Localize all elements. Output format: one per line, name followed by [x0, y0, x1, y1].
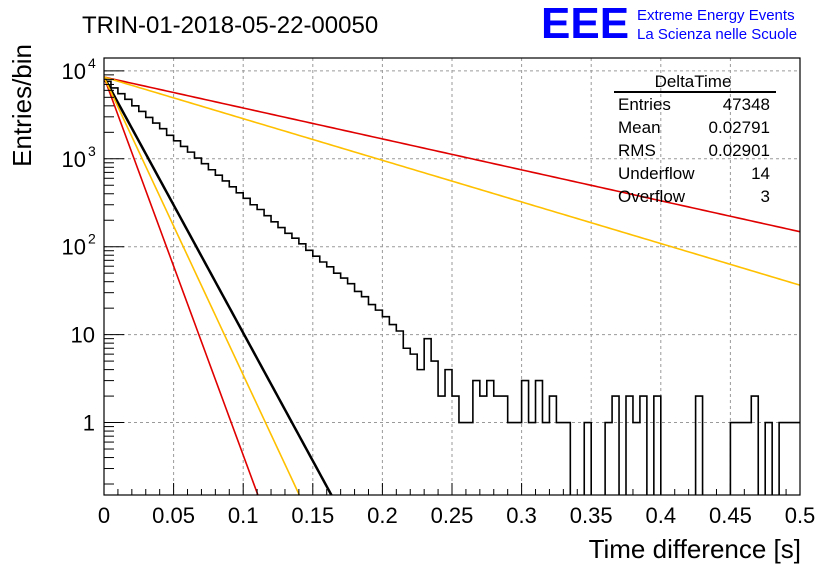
x-tick-label: 0.1: [228, 503, 259, 528]
fit-curve-1: [104, 76, 333, 495]
stats-box: DeltaTime Entries 47348 Mean 0.02791 RMS 0.02…: [614, 72, 776, 206]
x-tick-label: 0.2: [367, 503, 398, 528]
stats-box-title: DeltaTime: [655, 72, 732, 91]
y-tick-exponent: 2: [88, 231, 96, 247]
y-tick-label: 10: [62, 59, 86, 84]
x-tick-label: 0: [98, 503, 110, 528]
x-tick-label: 0.15: [291, 503, 334, 528]
y-tick-exponent: 4: [88, 55, 96, 71]
fit-curve-4: [104, 76, 259, 495]
x-tick-label: 0.25: [431, 503, 474, 528]
stats-row-label: RMS: [618, 141, 656, 160]
x-tick-label: 0.35: [570, 503, 613, 528]
y-axis-title: Entries/bin: [7, 44, 37, 167]
y-tick-label: 10: [62, 147, 86, 172]
grid-lines: [104, 58, 800, 495]
y-tick-label: 10: [71, 323, 95, 348]
x-tick-label: 0.05: [152, 503, 195, 528]
stats-row-value: 0.02791: [709, 118, 770, 137]
x-tick-label: 0.45: [709, 503, 752, 528]
y-tick-exponent: 3: [88, 143, 96, 159]
eee-logo: EEE Extreme Energy Events La Scienza nel…: [541, 0, 797, 48]
stats-row-label: Underflow: [618, 164, 695, 183]
logo-line-2: La Scienza nelle Scuole: [637, 26, 797, 43]
y-tick-label: 1: [83, 411, 95, 436]
stats-row-value: 47348: [723, 95, 770, 114]
fit-curve-2: [104, 76, 800, 233]
stats-row-value: 14: [751, 164, 770, 183]
stats-row-label: Mean: [618, 118, 661, 137]
logo-line-1: Extreme Energy Events: [637, 7, 795, 24]
histogram-outline: [104, 80, 800, 495]
fit-curve-3: [104, 76, 800, 286]
chart-title: TRIN-01-2018-05-22-00050: [82, 12, 378, 39]
stats-row-label: Overflow: [618, 187, 686, 206]
logo-mark: EEE: [541, 0, 629, 48]
stats-row-value: 3: [761, 187, 770, 206]
x-tick-label: 0.5: [785, 503, 816, 528]
fit-curve-5: [104, 76, 301, 495]
x-tick-label: 0.4: [646, 503, 677, 528]
y-tick-label: 10: [62, 235, 86, 260]
stats-row-value: 0.02901: [709, 141, 770, 160]
x-tick-labels: 0 0.05 0.1 0.15 0.2 0.25 0.3 0.35 0.4 0.45 0.5: [98, 503, 815, 528]
x-tick-label: 0.3: [506, 503, 537, 528]
axis-ticks: [103, 70, 801, 495]
histogram-layer: [104, 80, 800, 495]
fit-lines-layer: [104, 76, 800, 495]
x-axis-title: Time difference [s]: [589, 534, 801, 564]
stats-row-label: Entries: [618, 95, 671, 114]
